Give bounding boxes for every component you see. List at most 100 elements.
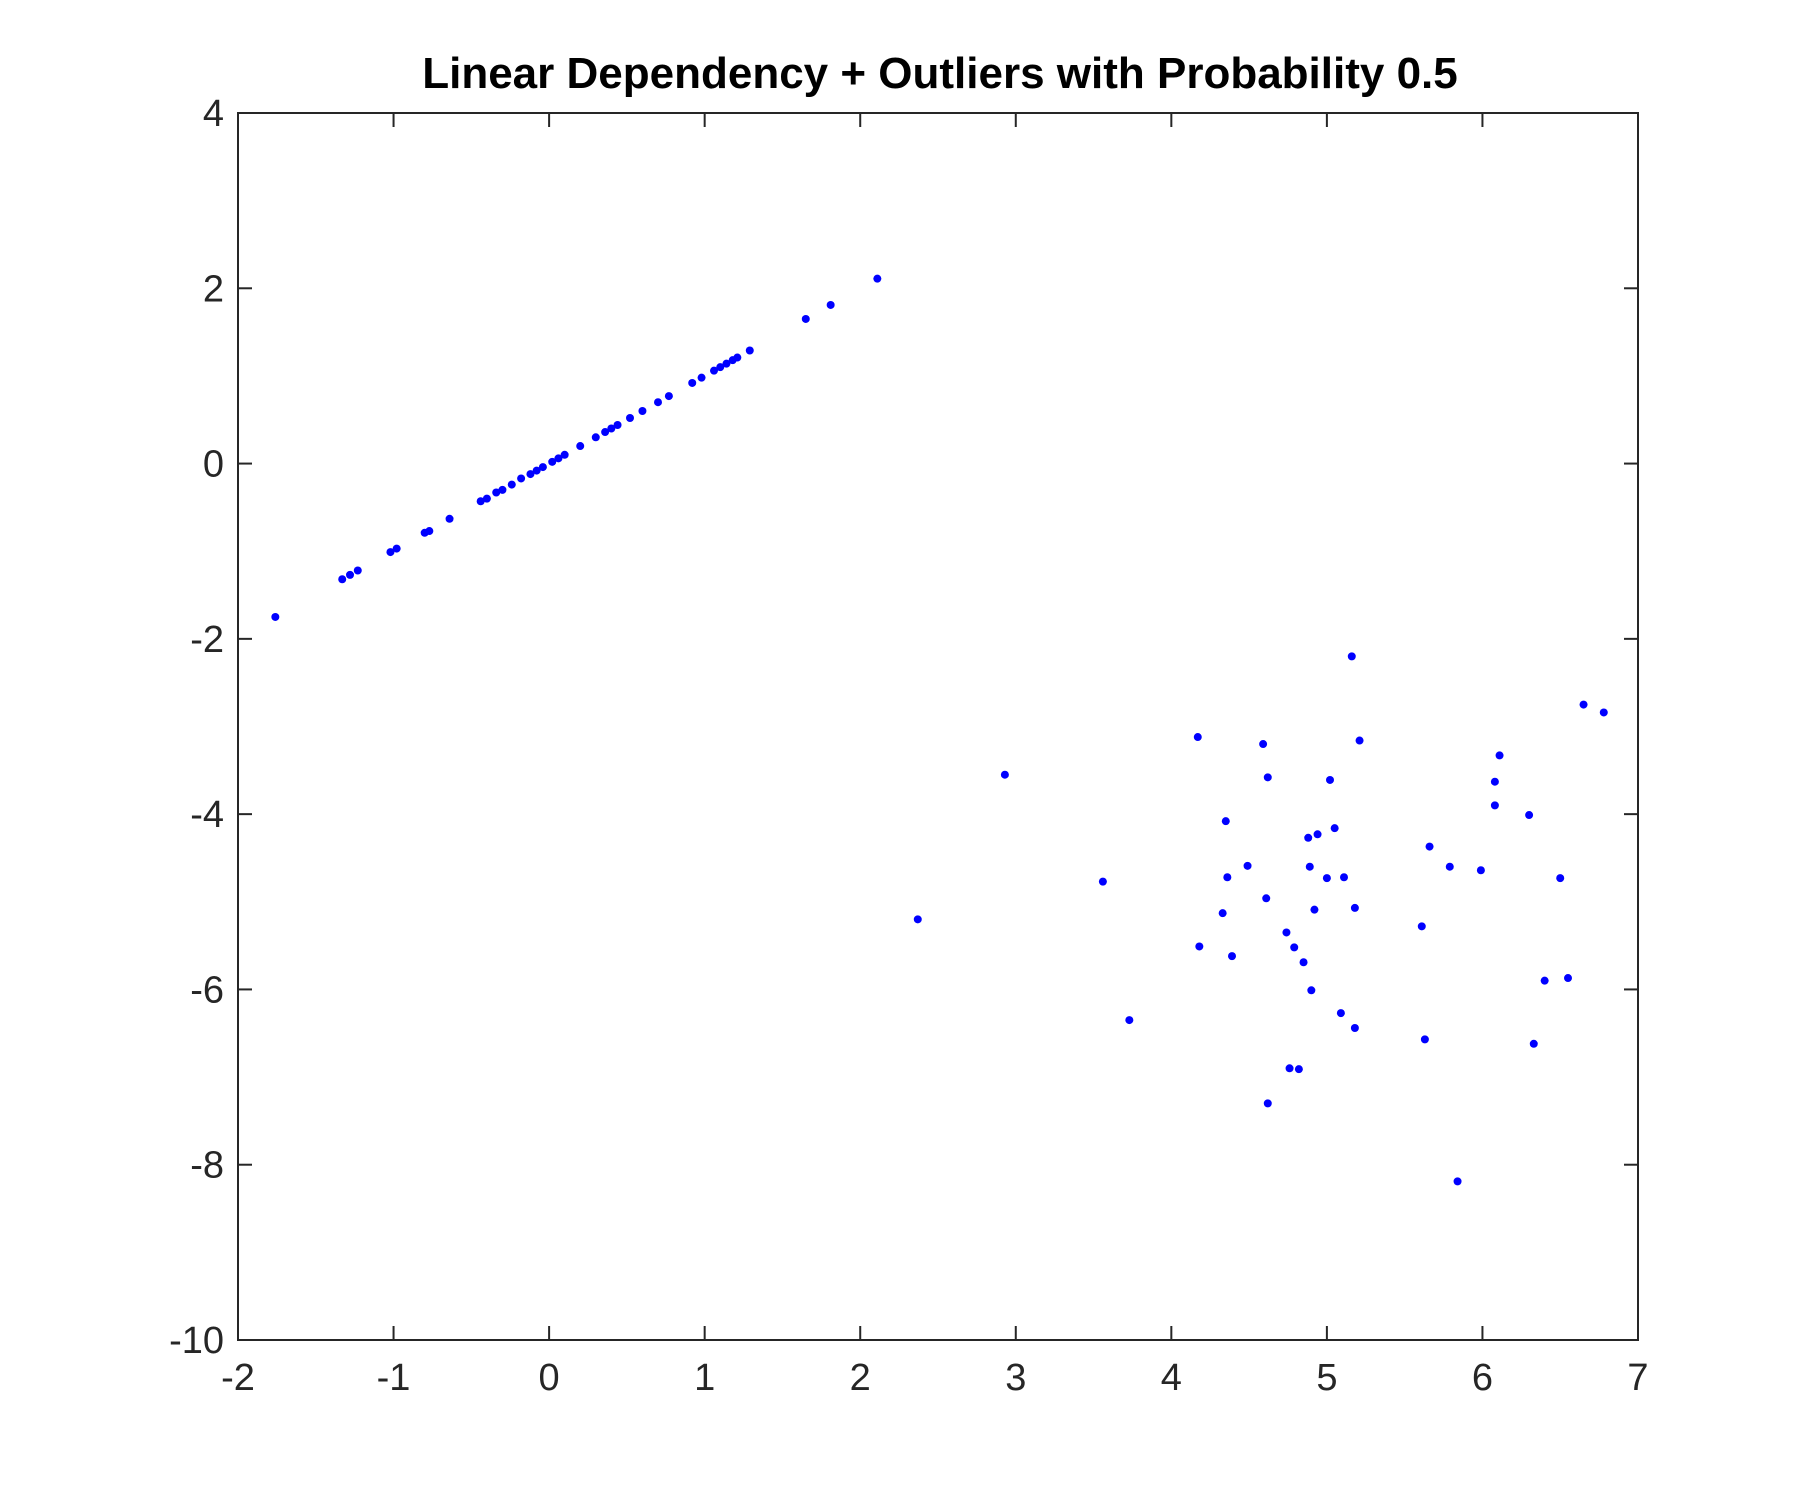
scatter-point — [1285, 1064, 1294, 1073]
scatter-point — [1322, 874, 1331, 883]
scatter-point — [1223, 873, 1232, 882]
y-tick-label: -10 — [169, 1320, 224, 1362]
y-tick-label: 2 — [203, 268, 224, 310]
chart-title: Linear Dependency + Outliers with Probab… — [422, 49, 1458, 98]
scatter-point — [1417, 922, 1426, 931]
scatter-point — [1290, 943, 1299, 952]
scatter-point — [1599, 708, 1608, 717]
x-tick-label: 0 — [539, 1357, 560, 1399]
scatter-point — [1294, 1065, 1303, 1074]
scatter-point — [554, 454, 563, 463]
scatter-point — [733, 353, 742, 362]
scatter-point — [425, 527, 434, 536]
scatter-point — [1445, 862, 1454, 871]
scatter-point — [445, 514, 454, 523]
scatter-point — [1420, 1035, 1429, 1044]
scatter-point — [1347, 652, 1356, 661]
scatter-point — [1579, 700, 1588, 709]
scatter-point — [548, 457, 557, 466]
scatter-point — [1218, 909, 1227, 918]
scatter-point — [1540, 976, 1549, 985]
x-tick-label: -2 — [221, 1357, 255, 1399]
scatter-point — [1304, 833, 1313, 842]
scatter-point — [517, 474, 526, 483]
y-tick-label: -4 — [190, 794, 224, 836]
scatter-point — [1195, 942, 1204, 951]
scatter-point — [1193, 733, 1202, 742]
scatter-point — [607, 424, 616, 433]
scatter-point — [601, 428, 610, 437]
scatter-point — [1282, 928, 1291, 937]
scatter-point — [526, 470, 535, 479]
scatter-point — [1098, 877, 1107, 886]
scatter-point — [1529, 1039, 1538, 1048]
scatter-point — [1490, 801, 1499, 810]
scatter-point — [1262, 894, 1271, 903]
scatter-point — [1221, 817, 1230, 826]
scatter-point — [338, 575, 347, 584]
scatter-point — [576, 442, 585, 451]
scatter-point — [626, 413, 634, 422]
scatter-point — [1000, 770, 1009, 779]
scatter-point — [716, 363, 725, 372]
y-tick-label: -6 — [190, 969, 224, 1011]
scatter-point — [613, 421, 622, 430]
scatter-point — [1336, 1009, 1345, 1018]
scatter-point — [353, 566, 362, 575]
plot-area-frame — [237, 112, 1639, 1341]
scatter-point — [1564, 974, 1572, 983]
scatter-point — [386, 548, 395, 557]
y-tick-label: -2 — [190, 619, 224, 661]
scatter-point — [638, 406, 647, 415]
scatter-point — [1259, 740, 1268, 749]
scatter-point — [1243, 861, 1252, 870]
scatter-point — [1263, 773, 1272, 782]
scatter-point — [1340, 873, 1348, 882]
scatter-point — [1525, 811, 1534, 820]
scatter-point — [1263, 1099, 1272, 1108]
x-tick-label: 4 — [1161, 1357, 1182, 1399]
scatter-point — [1556, 874, 1565, 883]
scatter-point — [392, 544, 401, 553]
scatter-point — [873, 274, 882, 283]
scatter-point — [498, 485, 507, 494]
scatter-point — [1310, 905, 1319, 914]
x-tick-label: 1 — [694, 1357, 715, 1399]
y-tick-label: 0 — [203, 444, 224, 486]
scatter-point — [1125, 1016, 1134, 1025]
x-tick-label: 3 — [1005, 1357, 1026, 1399]
scatter-point — [710, 366, 718, 375]
scatter-point — [1326, 775, 1334, 784]
scatter-point — [1305, 862, 1314, 871]
scatter-point — [346, 570, 354, 579]
y-tick-label: -8 — [190, 1145, 224, 1187]
scatter-point — [664, 392, 673, 401]
scatter-point — [1350, 903, 1359, 912]
scatter-point — [654, 398, 662, 407]
scatter-point — [538, 463, 547, 472]
y-tick-label: 4 — [203, 93, 224, 135]
x-tick-label: 7 — [1627, 1357, 1648, 1399]
x-tick-label: -1 — [377, 1357, 411, 1399]
scatter-point — [722, 359, 731, 368]
scatter-point — [1476, 866, 1485, 875]
x-tick-label: 6 — [1472, 1357, 1493, 1399]
scatter-point — [492, 488, 501, 497]
scatter-point — [532, 466, 541, 475]
scatter-point — [745, 346, 754, 355]
scatter-point — [826, 300, 835, 309]
scatter-point — [1495, 751, 1504, 760]
scatter-point — [1490, 777, 1499, 786]
scatter-point — [1355, 736, 1364, 745]
scatter-point — [482, 494, 491, 503]
scatter-point — [1453, 1177, 1462, 1186]
scatter-point — [913, 915, 922, 924]
scatter-point — [1307, 986, 1316, 995]
scatter-point — [1350, 1023, 1359, 1032]
scatter-point — [1330, 824, 1339, 833]
x-tick-label: 5 — [1316, 1357, 1337, 1399]
scatter-point — [507, 480, 516, 489]
scatter-point — [476, 497, 485, 506]
